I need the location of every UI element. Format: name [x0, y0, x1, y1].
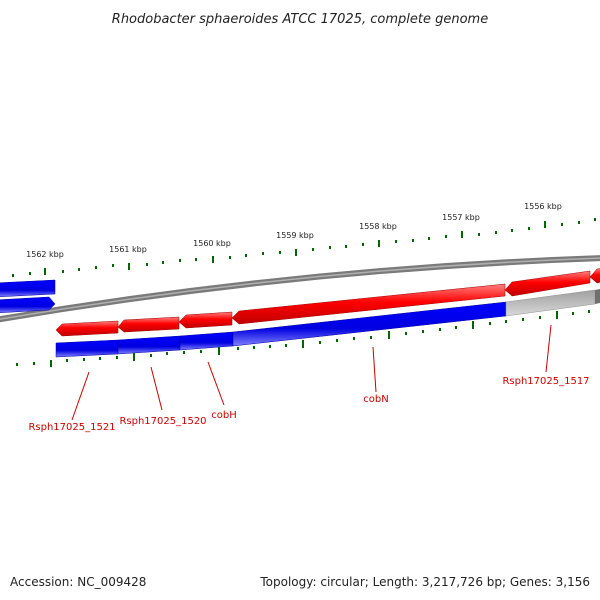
outer-tick-row [12, 218, 596, 277]
gene-arrow-forward [0, 296, 56, 313]
leader-line [545, 324, 552, 373]
gene-label: Rsph17025_1517 [502, 376, 589, 387]
gene-label: Rsph17025_1521 [28, 422, 115, 433]
leader-line [71, 371, 90, 421]
blue-gene-bars [55, 289, 600, 358]
genome-backbone-highlight [0, 257, 600, 320]
gene-label: Rsph17025_1520 [119, 416, 206, 427]
gene-label: cobH [211, 410, 236, 421]
scale-labels: 1562 kbp 1561 kbp 1560 kbp 1559 kbp 1558… [26, 202, 562, 259]
scale-tick-label: 1556 kbp [524, 202, 562, 211]
genome-summary-text: Topology: circular; Length: 3,217,726 bp… [259, 575, 590, 589]
gene-bar [179, 331, 234, 351]
scale-tick-label: 1561 kbp [109, 245, 147, 254]
gene-arrow-reverse [589, 268, 600, 284]
scale-tick-label: 1560 kbp [193, 239, 231, 248]
scale-tick-label: 1562 kbp [26, 250, 64, 259]
scale-tick-label: 1559 kbp [276, 231, 314, 240]
gene-bar [117, 335, 181, 355]
leader-line [372, 346, 377, 393]
gene-arrow-reverse [55, 320, 119, 337]
gene-arrow-reverse [117, 316, 180, 333]
gene-labels: Rsph17025_1521 Rsph17025_1520 cobH cobN … [28, 376, 589, 433]
gene-arrow-reverse [178, 311, 233, 329]
gene-arrow-forward [0, 279, 56, 298]
gene-label: cobN [363, 394, 388, 405]
scale-tick-label: 1558 kbp [359, 222, 397, 231]
map-title: Rhodobacter sphaeroides ATCC 17025, comp… [112, 12, 488, 27]
leader-line [207, 361, 225, 406]
red-gene-arrows [55, 268, 600, 337]
scale-tick-label: 1557 kbp [442, 213, 480, 222]
gene-bar [55, 339, 119, 358]
accession-text: Accession: NC_009428 [10, 575, 146, 589]
leader-lines [71, 324, 552, 421]
leader-line [150, 366, 163, 411]
inner-tick-row [16, 310, 590, 367]
gene-bar-dark [595, 289, 600, 304]
